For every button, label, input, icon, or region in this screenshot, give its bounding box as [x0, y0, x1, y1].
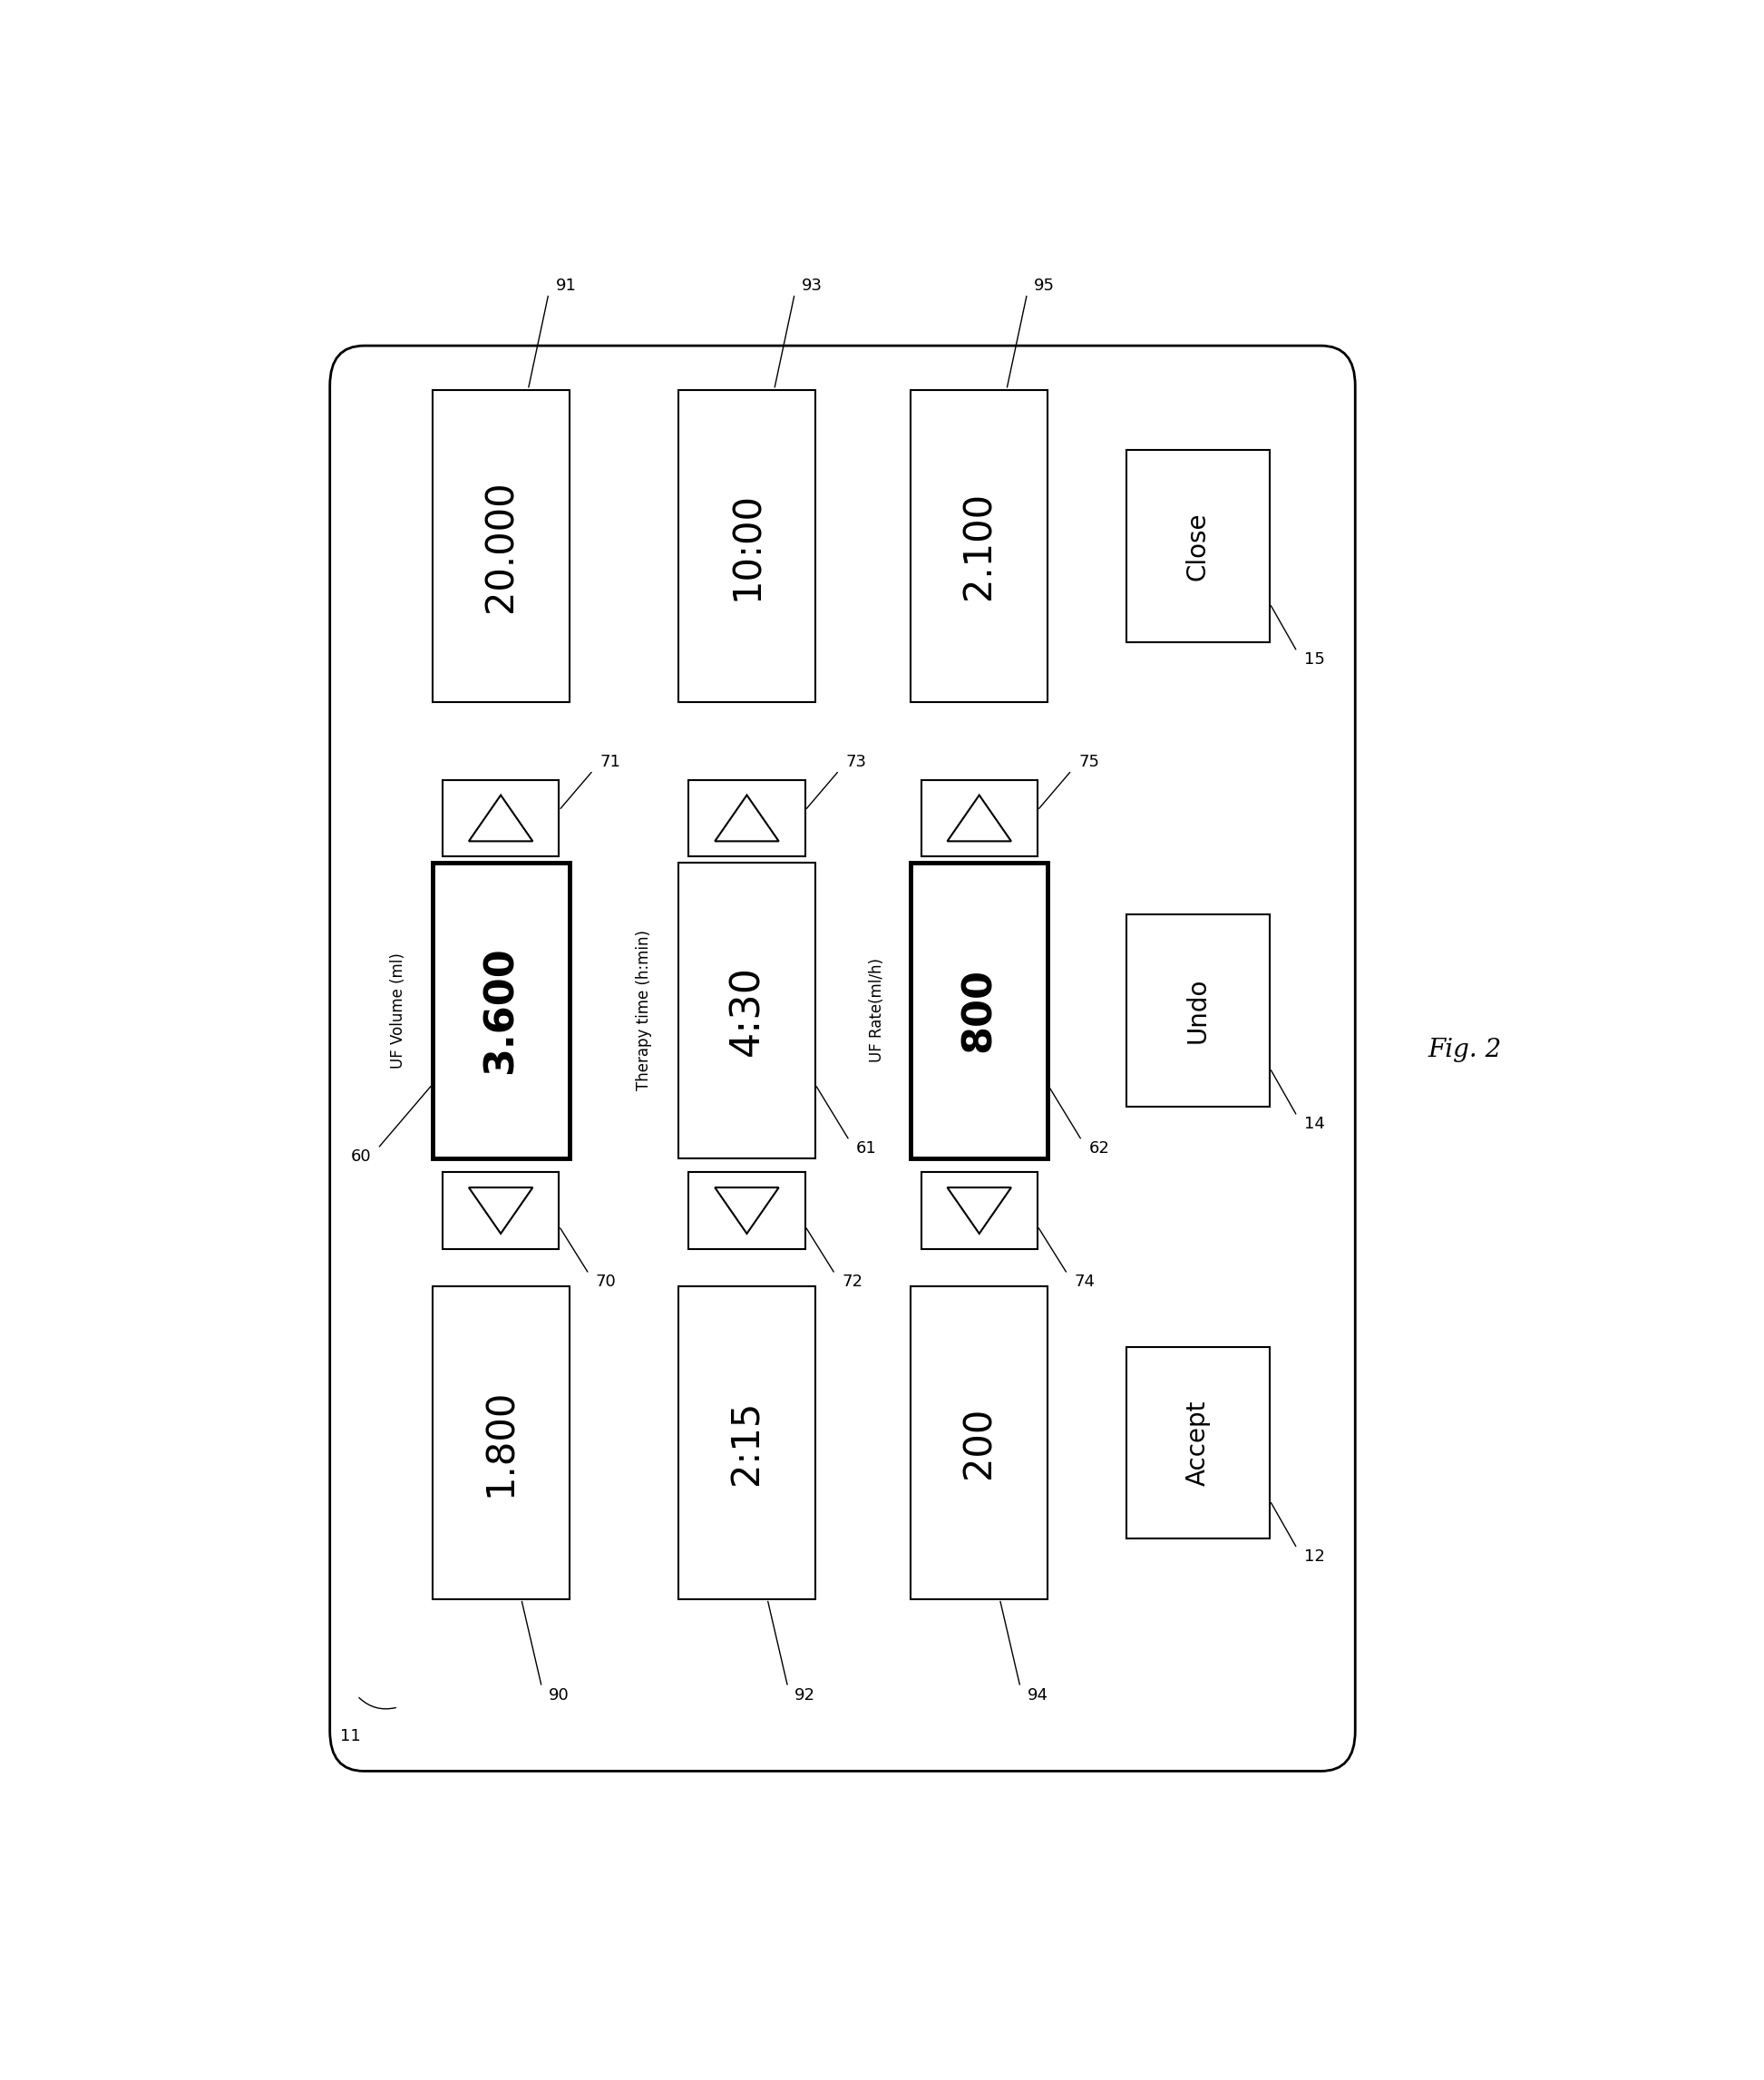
Text: 90: 90	[549, 1687, 570, 1704]
Text: 73: 73	[847, 755, 866, 770]
Text: 2:15: 2:15	[729, 1400, 766, 1485]
Text: Therapy time (h:min): Therapy time (h:min)	[637, 930, 653, 1090]
Text: UF Volume (ml): UF Volume (ml)	[390, 953, 406, 1069]
Bar	[443, 1173, 559, 1248]
Text: 10:00: 10:00	[729, 491, 766, 601]
Text: 3.600: 3.600	[482, 946, 520, 1073]
Bar	[679, 1288, 815, 1600]
Bar	[910, 863, 1048, 1159]
Bar	[443, 780, 559, 857]
Text: 2.100: 2.100	[960, 491, 998, 599]
FancyBboxPatch shape	[330, 345, 1355, 1772]
Text: Fig. 2: Fig. 2	[1427, 1038, 1501, 1063]
Text: 74: 74	[1074, 1273, 1095, 1290]
Text: 11: 11	[340, 1728, 360, 1743]
Text: 20.000: 20.000	[482, 480, 520, 612]
Text: 70: 70	[596, 1273, 616, 1290]
Bar	[1125, 915, 1270, 1107]
Text: 200: 200	[960, 1406, 998, 1479]
Bar	[688, 780, 804, 857]
Text: 75: 75	[1078, 755, 1099, 770]
Bar	[432, 863, 570, 1159]
Text: 95: 95	[1034, 277, 1055, 293]
Text: 91: 91	[556, 277, 577, 293]
Bar	[432, 389, 570, 703]
Bar	[910, 389, 1048, 703]
Text: 61: 61	[856, 1140, 877, 1156]
Bar	[688, 1173, 804, 1248]
Bar	[921, 780, 1037, 857]
Bar	[432, 1288, 570, 1600]
Text: 93: 93	[801, 277, 822, 293]
Bar	[1125, 449, 1270, 643]
Text: Close: Close	[1185, 512, 1210, 580]
Text: 14: 14	[1304, 1117, 1325, 1132]
Text: 62: 62	[1088, 1140, 1110, 1156]
Bar	[679, 863, 815, 1159]
Bar	[1125, 1346, 1270, 1539]
Text: 92: 92	[794, 1687, 815, 1704]
Text: 71: 71	[600, 755, 621, 770]
Text: 15: 15	[1304, 651, 1325, 668]
Text: 72: 72	[841, 1273, 863, 1290]
Text: 12: 12	[1304, 1548, 1325, 1564]
Text: 1.800: 1.800	[482, 1389, 520, 1498]
Text: Undo: Undo	[1185, 978, 1210, 1044]
Bar	[921, 1173, 1037, 1248]
Text: 4:30: 4:30	[727, 965, 766, 1057]
Text: 60: 60	[351, 1148, 370, 1165]
Text: UF Rate(ml/h): UF Rate(ml/h)	[868, 959, 886, 1063]
Bar	[679, 389, 815, 703]
Bar	[910, 1288, 1048, 1600]
Text: Accept: Accept	[1185, 1400, 1210, 1485]
Text: 800: 800	[960, 967, 998, 1052]
Text: 94: 94	[1027, 1687, 1048, 1704]
